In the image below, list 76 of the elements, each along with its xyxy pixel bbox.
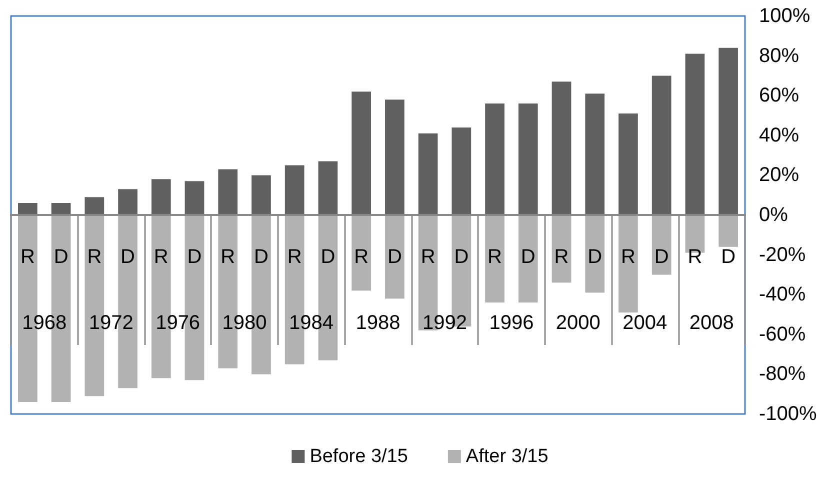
x-tick-label: R (287, 246, 302, 268)
x-tick-label: D (454, 246, 469, 268)
bar (18, 203, 38, 215)
bar (84, 197, 104, 215)
bar (385, 215, 404, 299)
x-tick-label: D (254, 246, 268, 268)
y-tick-label: 20% (759, 164, 800, 186)
bar (385, 100, 404, 215)
y-tick-label: -80% (759, 363, 806, 386)
bar (418, 133, 438, 215)
x-tick-label: R (621, 246, 636, 268)
bar (685, 54, 705, 215)
bar (284, 165, 304, 215)
y-tick-label: 80% (759, 44, 800, 67)
y-tick-label: -60% (759, 323, 806, 346)
x-tick-label: D (320, 246, 336, 268)
legend-label: After 3/15 (466, 446, 548, 467)
x-tick-label: R (420, 246, 436, 268)
x-tick-label: R (554, 246, 569, 268)
annotation: 1992 (422, 312, 467, 334)
x-tick-label: D (387, 246, 402, 268)
bar (318, 161, 338, 215)
y-tick-label: 100% (759, 5, 810, 27)
bar (151, 179, 171, 215)
bar (352, 92, 371, 215)
annotation: 1976 (156, 312, 200, 334)
bar (618, 215, 638, 313)
y-tick-label: -20% (759, 244, 806, 266)
x-tick-label: D (588, 246, 602, 268)
x-tick-label: R (488, 246, 502, 268)
x-tick-label: D (721, 246, 736, 268)
x-tick-label: R (154, 246, 168, 268)
bar (118, 189, 138, 215)
bar (652, 215, 672, 275)
x-tick-label: R (20, 246, 35, 268)
x-tick-label: R (220, 246, 236, 268)
x-tick-label: D (187, 246, 202, 268)
x-tick-label: R (87, 246, 102, 268)
bar (352, 215, 371, 291)
bar (652, 76, 672, 215)
bar (718, 215, 738, 247)
x-tick-label: D (120, 246, 135, 268)
x-tick-label: R (354, 246, 369, 268)
y-tick-label: -40% (759, 284, 806, 306)
y-tick-label: 60% (759, 84, 800, 107)
y-tick-label: -100% (759, 403, 818, 425)
bar (485, 104, 504, 215)
x-tick-label: D (54, 246, 68, 268)
annotation: 1984 (289, 312, 334, 334)
annotation: 2004 (622, 312, 668, 334)
bar (51, 203, 71, 215)
bar (218, 169, 238, 215)
y-tick-label: 0% (759, 204, 788, 226)
annotation: 1996 (489, 312, 534, 334)
annotation: 2008 (689, 312, 734, 334)
annotation: 1972 (88, 312, 134, 334)
bar (252, 175, 271, 215)
bar (718, 48, 738, 215)
annotation: 1968 (22, 312, 67, 334)
bar (552, 82, 572, 215)
bar (518, 104, 538, 215)
bar (585, 215, 605, 293)
legend-label: Before 3/15 (310, 446, 408, 467)
annotation: 1988 (356, 312, 400, 334)
bar (585, 94, 605, 215)
bar (518, 215, 538, 303)
x-tick-label: D (520, 246, 536, 268)
bar (184, 181, 204, 215)
annotation: 2000 (556, 312, 600, 334)
bar (485, 215, 504, 303)
bar (452, 127, 472, 215)
y-tick-label: 40% (759, 124, 800, 146)
annotation: 1980 (222, 312, 267, 334)
x-tick-label: R (688, 246, 702, 268)
bar (618, 114, 638, 215)
x-tick-label: D (654, 246, 669, 268)
